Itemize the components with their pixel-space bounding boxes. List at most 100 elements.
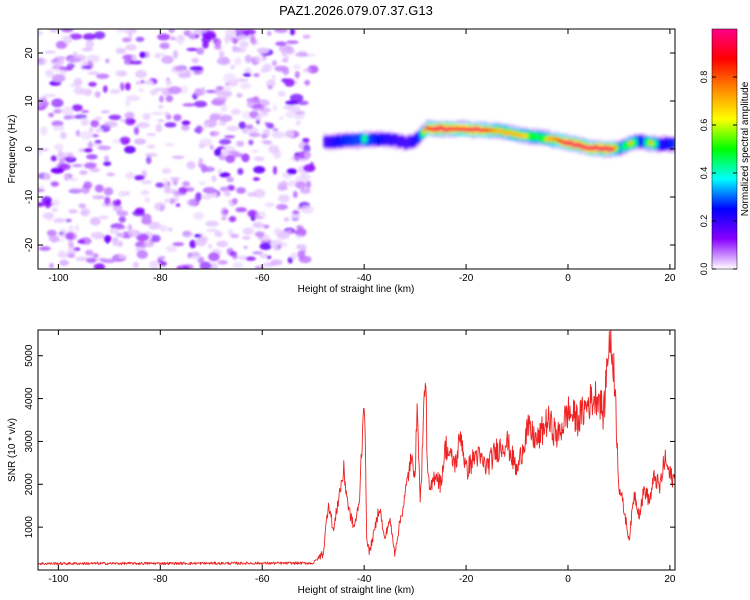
x-tick-label: -100 — [48, 273, 68, 284]
ridge-cell — [374, 133, 378, 145]
noise-speck — [175, 203, 181, 207]
noise-speck — [103, 187, 114, 196]
ridge-cell — [412, 135, 416, 147]
noise-speck — [278, 116, 284, 120]
noise-speck — [233, 47, 247, 53]
noise-speck — [238, 121, 246, 130]
ridge-cell — [672, 138, 675, 149]
noise-speck — [285, 100, 298, 106]
noise-speck — [199, 261, 212, 269]
ridge-cell — [445, 127, 449, 130]
noise-speck — [52, 58, 59, 63]
noise-speck — [239, 82, 251, 90]
noise-speck — [264, 122, 270, 126]
colorbar-tick-label: 0.4 — [699, 167, 709, 180]
y-tick-label: 2000 — [24, 473, 35, 496]
noise-speck — [131, 54, 137, 61]
noise-speck — [128, 32, 133, 41]
noise-speck — [114, 240, 122, 246]
ridge-cell — [519, 133, 523, 139]
noise-speck — [289, 29, 296, 36]
noise-speck — [272, 104, 277, 112]
noise-speck — [118, 254, 128, 259]
ridge-cell — [466, 127, 470, 132]
noise-speck — [86, 257, 97, 264]
noise-speck — [125, 172, 135, 180]
ridge-cell — [435, 126, 439, 132]
noise-speck — [249, 110, 259, 118]
noise-speck — [198, 237, 208, 243]
noise-speck — [224, 190, 231, 197]
noise-speck — [109, 88, 121, 95]
noise-speck — [294, 110, 306, 116]
noise-speck — [83, 181, 93, 189]
ridge-cell — [639, 135, 643, 147]
ridge-cell — [578, 142, 582, 148]
noise-speck — [234, 29, 246, 33]
noise-speck — [235, 207, 247, 213]
noise-speck — [273, 244, 281, 251]
noise-speck — [67, 253, 76, 258]
noise-speck — [211, 175, 217, 182]
noise-speck — [50, 155, 58, 162]
ridge-cell — [356, 134, 360, 146]
x-tick-label: 20 — [664, 574, 676, 585]
noise-speck — [219, 138, 232, 145]
noise-speck — [243, 245, 248, 250]
ridge-cell — [570, 143, 574, 146]
noise-speck — [186, 199, 197, 207]
noise-speck — [283, 217, 289, 222]
noise-speck — [253, 73, 260, 78]
ridge-cell — [478, 129, 482, 132]
ridge-cell — [585, 146, 589, 151]
noise-speck — [217, 168, 223, 174]
noise-speck — [271, 131, 286, 139]
ridge-cell — [514, 132, 518, 137]
noise-speck — [157, 104, 164, 109]
noise-speck — [128, 229, 141, 237]
noise-speck — [53, 68, 65, 73]
noise-speck — [199, 181, 206, 186]
noise-speck — [228, 150, 239, 155]
ridge-cell — [325, 136, 329, 148]
noise-speck — [290, 214, 302, 219]
ridge-cell — [443, 128, 447, 131]
noise-speck — [297, 250, 306, 259]
noise-speck — [134, 175, 145, 181]
ridge-cell — [621, 143, 625, 151]
ridge-cell — [522, 133, 526, 138]
ridge-cell — [641, 137, 645, 148]
noise-speck — [49, 29, 59, 33]
ridge-cell — [555, 137, 559, 142]
ridge-cell — [629, 140, 633, 146]
noise-speck — [66, 248, 78, 255]
noise-speck — [190, 251, 201, 260]
noise-speck — [203, 122, 210, 127]
ridge-cell — [624, 141, 628, 150]
snr-y-axis: 1000 2000 3000 4000 5000 — [24, 344, 675, 538]
noise-speck — [225, 29, 236, 37]
noise-speck — [38, 185, 45, 189]
noise-speck — [87, 141, 94, 150]
noise-speck — [248, 132, 261, 138]
ridge-cell — [422, 128, 426, 134]
noise-speck — [94, 116, 103, 121]
noise-speck — [266, 79, 276, 88]
noise-speck — [165, 80, 172, 86]
noise-speck — [304, 79, 311, 86]
noise-speck — [221, 216, 227, 221]
noise-speck — [135, 70, 147, 79]
noise-speck — [247, 192, 257, 197]
ridge-cell — [336, 135, 340, 146]
noise-speck — [241, 153, 250, 163]
noise-speck — [172, 242, 185, 247]
noise-speck — [54, 143, 64, 151]
noise-speck — [78, 203, 87, 209]
noise-speck — [164, 122, 177, 128]
noise-speck — [224, 135, 236, 139]
noise-speck — [201, 29, 208, 33]
ridge-cell — [491, 127, 495, 133]
noise-speck — [273, 149, 282, 159]
noise-speck — [289, 93, 304, 103]
noise-speck — [210, 262, 219, 269]
